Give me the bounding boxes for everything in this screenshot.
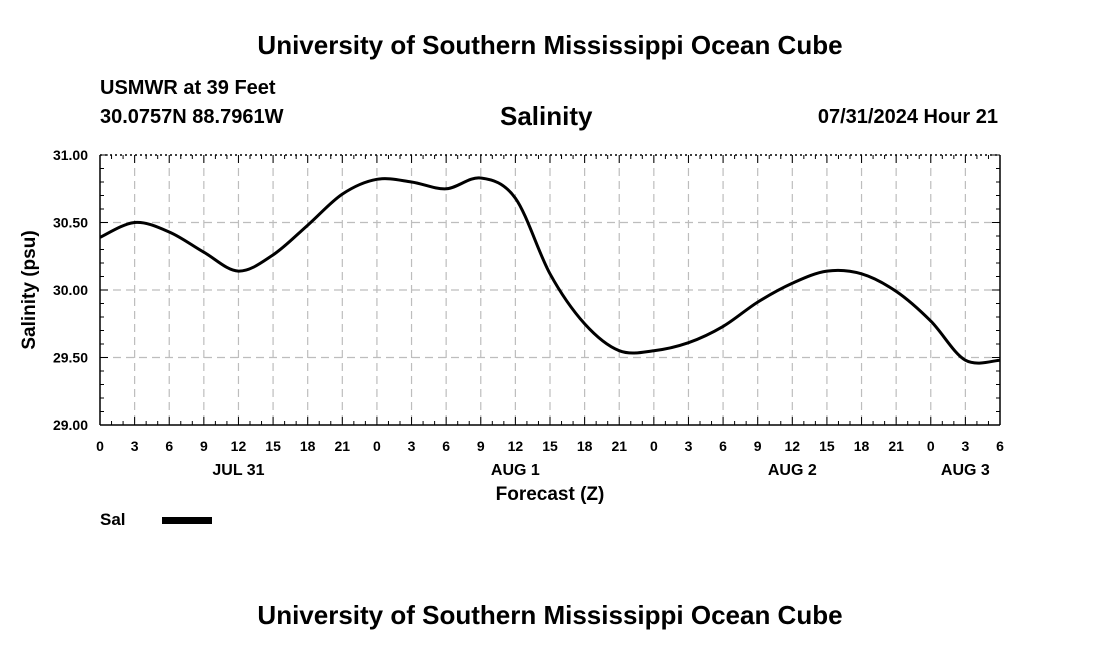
x-day-label: AUG 2 bbox=[768, 462, 817, 479]
y-tick-label: 29.50 bbox=[53, 350, 88, 366]
legend-swatch bbox=[162, 517, 212, 524]
x-tick-label: 9 bbox=[200, 438, 208, 454]
x-tick-label: 9 bbox=[477, 438, 485, 454]
x-tick-label: 18 bbox=[854, 438, 870, 454]
x-tick-label: 21 bbox=[335, 438, 351, 454]
coordinates-label: 30.0757N 88.7961W bbox=[100, 106, 284, 128]
legend-label: Sal bbox=[100, 510, 126, 529]
series-line-sal bbox=[99, 176, 1001, 365]
x-tick-label: 0 bbox=[96, 438, 104, 454]
y-axis-label: Salinity (psu) bbox=[19, 230, 40, 349]
x-tick-label: 0 bbox=[927, 438, 935, 454]
x-tick-label: 6 bbox=[442, 438, 450, 454]
chart-title-top: University of Southern Mississippi Ocean… bbox=[257, 30, 843, 60]
x-tick-label: 3 bbox=[131, 438, 139, 454]
x-tick-label: 21 bbox=[888, 438, 904, 454]
x-tick-label: 0 bbox=[650, 438, 658, 454]
x-tick-label: 3 bbox=[961, 438, 969, 454]
x-day-label: JUL 31 bbox=[212, 462, 264, 479]
x-axis-label: Forecast (Z) bbox=[496, 484, 605, 505]
x-tick-label: 21 bbox=[611, 438, 627, 454]
x-tick-label: 0 bbox=[373, 438, 381, 454]
x-tick-label: 15 bbox=[542, 438, 558, 454]
station-label: USMWR at 39 Feet bbox=[100, 77, 276, 99]
y-tick-label: 30.50 bbox=[53, 215, 88, 231]
x-tick-label: 12 bbox=[508, 438, 524, 454]
y-tick-label: 30.00 bbox=[53, 282, 88, 298]
x-tick-label: 12 bbox=[785, 438, 801, 454]
x-tick-label: 18 bbox=[300, 438, 316, 454]
x-tick-label: 3 bbox=[408, 438, 416, 454]
datetime-label: 07/31/2024 Hour 21 bbox=[817, 106, 998, 128]
y-tick-label: 29.00 bbox=[53, 417, 88, 433]
x-tick-label: 6 bbox=[996, 438, 1004, 454]
x-tick-label: 18 bbox=[577, 438, 593, 454]
chart-title-bottom: University of Southern Mississippi Ocean… bbox=[257, 600, 843, 630]
y-tick-label: 31.00 bbox=[53, 147, 88, 163]
x-day-label: AUG 1 bbox=[491, 462, 540, 479]
parameter-title: Salinity bbox=[500, 101, 593, 131]
x-tick-label: 15 bbox=[819, 438, 835, 454]
x-tick-label: 12 bbox=[231, 438, 247, 454]
x-tick-label: 6 bbox=[719, 438, 727, 454]
x-day-label: AUG 3 bbox=[941, 462, 990, 479]
x-tick-label: 3 bbox=[685, 438, 693, 454]
x-tick-label: 9 bbox=[754, 438, 762, 454]
x-tick-label: 6 bbox=[165, 438, 173, 454]
x-tick-label: 15 bbox=[265, 438, 281, 454]
